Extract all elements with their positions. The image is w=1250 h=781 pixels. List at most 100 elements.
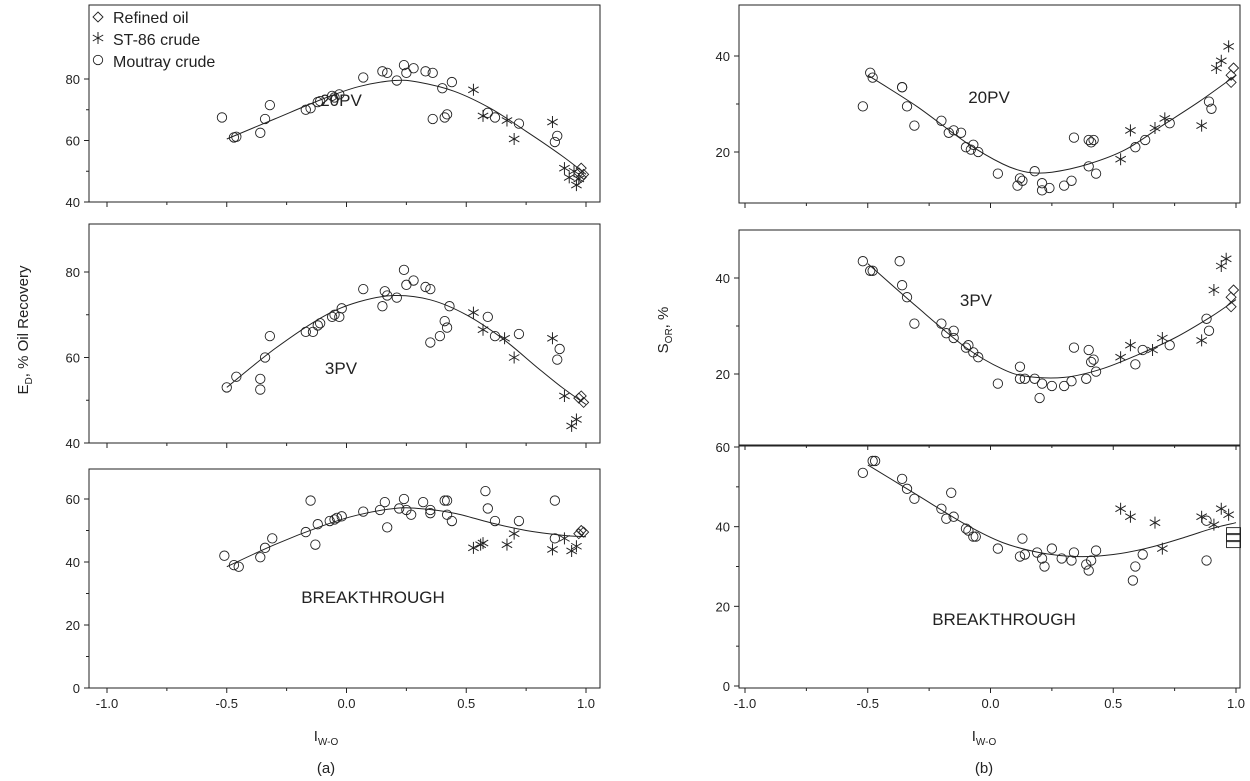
data-point-circle: [1014, 373, 1026, 384]
data-point-circle: [896, 82, 908, 93]
data-point-circle: [549, 533, 561, 544]
data-point-circle: [1044, 182, 1055, 194]
data-point-circle: [901, 292, 913, 303]
data-point-circle: [391, 292, 402, 303]
y-tick-label: 0: [73, 681, 80, 696]
data-point-star: [1223, 508, 1235, 521]
data-point-circle: [439, 495, 450, 506]
data-point-circle: [1201, 313, 1212, 324]
data-point-star: [1215, 502, 1227, 515]
x-tick-label: 0.0: [981, 696, 999, 711]
chart-a-breakthrough: 0 20 40 60 -1.0 -0.5 0.0 0.5 1.0 BREAKTHROUGH: [66, 468, 601, 711]
y-tick-label: 20: [716, 145, 730, 160]
y-tick-label: 60: [716, 440, 730, 455]
data-point-star: [477, 323, 489, 336]
data-point-circle: [446, 515, 458, 527]
panel-a-caption: (a): [317, 760, 335, 777]
data-point-star: [570, 179, 582, 192]
data-point-star: [1115, 153, 1127, 166]
data-point-circle: [259, 352, 271, 363]
data-point-circle: [427, 113, 438, 125]
y-tick-label: 40: [716, 271, 730, 286]
data-point-circle: [326, 90, 338, 102]
plot-label: 20PV: [320, 91, 362, 110]
y-tick-label: 20: [716, 367, 730, 382]
data-point-diamond: [1225, 69, 1237, 81]
data-point-star: [1124, 124, 1136, 137]
data-point-circle: [482, 503, 493, 514]
y-tick-label: 40: [66, 555, 80, 570]
fit-curve: [226, 79, 587, 175]
data-point-circle: [307, 326, 319, 337]
data-point-circle: [1034, 392, 1045, 404]
panel-b-x-label-main: I: [972, 728, 976, 745]
data-point-star: [1196, 510, 1208, 523]
data-point-circle: [1090, 366, 1102, 377]
data-point-circle: [305, 103, 316, 114]
panel-a-x-label-sub: W-O: [318, 737, 339, 748]
panel-a-y-label-rest: , % Oil Recovery: [15, 265, 32, 377]
data-point-circle: [315, 318, 326, 329]
data-point-circle: [896, 473, 908, 485]
plot-label: 3PV: [960, 291, 993, 310]
data-point-circle: [231, 371, 242, 382]
data-point-star: [563, 171, 575, 184]
data-point-circle: [398, 60, 410, 71]
data-point-circle: [909, 120, 920, 131]
data-point-circle: [231, 131, 242, 142]
data-point-diamond: [575, 171, 587, 184]
data-point-circle: [310, 539, 321, 550]
data-point-circle: [221, 382, 232, 393]
panel-a-y-axis-label: ED, % Oil Recovery: [15, 265, 35, 394]
panel-a-y-label-main: E: [15, 384, 32, 394]
data-point-circle: [970, 531, 981, 542]
data-point-circle: [965, 144, 977, 155]
data-point-circle: [1086, 137, 1097, 148]
panel-b-y-label-main: S: [655, 343, 672, 353]
data-point-diamond: [1225, 76, 1237, 89]
data-point-circle: [358, 506, 369, 517]
fit-curve: [226, 294, 587, 405]
plot-frame: [738, 229, 1241, 446]
data-point-circle: [513, 328, 525, 340]
data-point-star: [1156, 542, 1168, 555]
data-point-circle: [437, 83, 448, 94]
data-point-circle: [377, 66, 388, 77]
fit-curve: [867, 464, 1237, 558]
data-point-star: [570, 413, 582, 426]
data-point-circle: [1036, 178, 1048, 189]
data-point-circle: [408, 275, 419, 286]
data-point-circle: [1081, 373, 1092, 384]
data-point-circle: [336, 303, 347, 314]
data-point-circle: [489, 515, 501, 527]
data-point-circle: [382, 522, 393, 533]
data-point-circle: [420, 281, 431, 293]
data-point-circle: [326, 311, 338, 323]
data-point-circle: [315, 95, 326, 107]
data-point-circle: [441, 495, 453, 506]
panel-b-x-label-sub: W-O: [976, 737, 997, 748]
data-point-circle: [1203, 96, 1215, 107]
y-tick-label: 40: [716, 49, 730, 64]
data-point-circle: [233, 561, 244, 572]
data-point-star: [566, 544, 578, 557]
data-point-circle: [1066, 376, 1077, 387]
data-point-circle: [1014, 173, 1026, 184]
y-tick-label: 60: [66, 134, 80, 149]
data-point-circle: [960, 342, 972, 353]
data-point-circle: [960, 523, 972, 534]
data-point-circle: [1140, 134, 1151, 146]
legend-label-moutray-crude: Moutray crude: [113, 54, 215, 71]
plot-label: BREAKTHROUGH: [932, 610, 1076, 629]
data-point-circle: [1036, 185, 1048, 196]
data-point-circle: [305, 495, 316, 506]
data-point-circle: [1083, 161, 1094, 172]
panel-b-y-label-rest: , %: [655, 307, 672, 329]
data-point-diamond: [1225, 301, 1237, 313]
data-point-circle: [1059, 180, 1070, 191]
chart-b-20pv: 20 40 20PV: [716, 4, 1241, 208]
data-point-circle: [259, 113, 271, 125]
data-point-star: [1124, 510, 1136, 523]
data-point-circle: [444, 301, 455, 312]
panel-b-caption: (b): [975, 760, 993, 777]
